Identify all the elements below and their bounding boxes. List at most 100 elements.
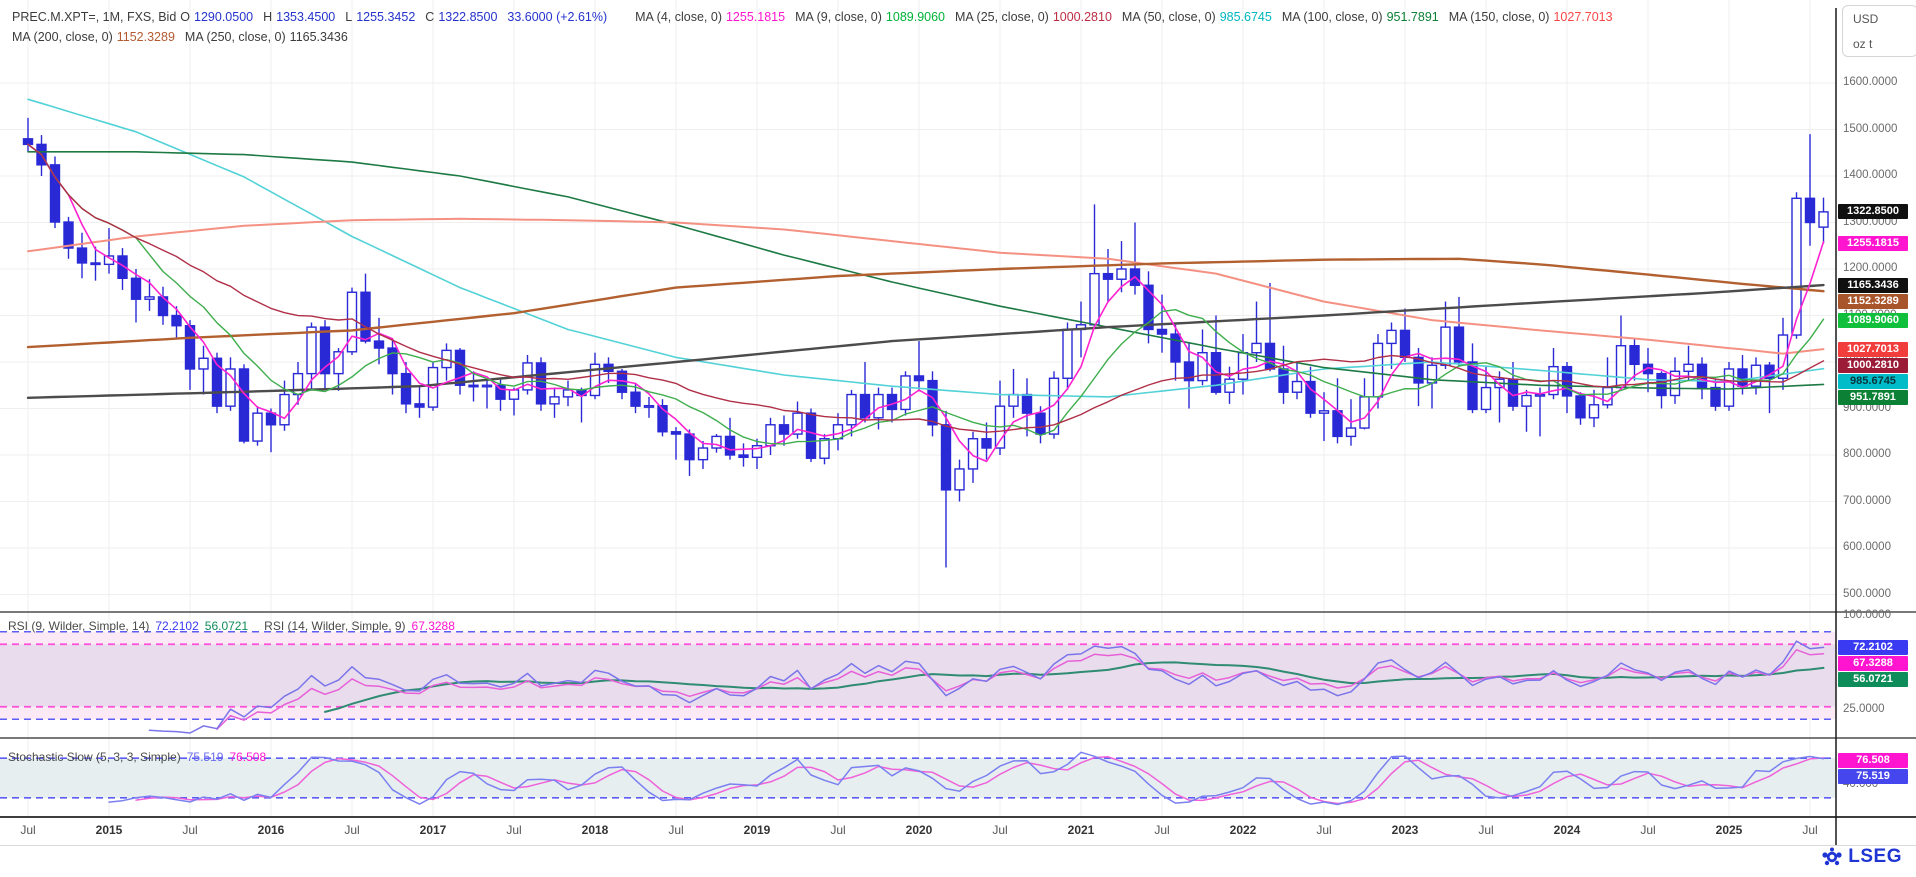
candle (643, 396, 655, 418)
ma100-legend-label[interactable]: MA (100, close, 0) (1281, 10, 1383, 24)
candle (306, 322, 317, 390)
candle (144, 279, 155, 311)
ma50-legend-value: 985.6745 (1219, 10, 1272, 24)
candle (90, 246, 101, 281)
ma100-legend-value: 951.7891 (1386, 10, 1439, 24)
ma200-legend-label[interactable]: MA (200, close, 0) (12, 30, 113, 44)
time-axis-label[interactable]: Jul (1154, 823, 1170, 837)
candle (103, 228, 115, 274)
ma9-legend-label[interactable]: MA (9, close, 0) (795, 10, 882, 24)
candle (1210, 315, 1222, 395)
time-axis-label[interactable]: 2018 (581, 823, 609, 837)
ma50-legend-label[interactable]: MA (50, close, 0) (1121, 10, 1216, 24)
lseg-wordmark: LSEG (1848, 846, 1902, 867)
ma4-legend-label[interactable]: MA (4, close, 0) (635, 10, 722, 24)
high-label: H (263, 10, 273, 24)
price-axis-tick[interactable]: 600.0000 (1843, 541, 1891, 553)
candle (360, 273, 371, 344)
price-axis-tick[interactable]: 1500.0000 (1843, 122, 1898, 135)
low-label: L (345, 10, 353, 24)
price-badge: 1089.9060 (1838, 312, 1908, 328)
axis-unit-currency: USD (1853, 11, 1879, 26)
time-axis-label[interactable]: 2022 (1229, 823, 1257, 837)
price-axis-tick[interactable]: 1200.0000 (1843, 262, 1898, 274)
price-badge: 1152.3289 (1838, 293, 1908, 309)
candle (279, 380, 290, 431)
candle (373, 317, 385, 365)
price-axis-tick[interactable]: 1400.0000 (1843, 169, 1898, 181)
time-axis-label[interactable]: Jul (1478, 823, 1494, 837)
ma25-legend-label[interactable]: MA (25, close, 0) (955, 10, 1049, 24)
candle (454, 348, 466, 395)
indicator-band (0, 631, 1836, 645)
candle (225, 357, 236, 411)
time-axis-label[interactable]: Jul (830, 823, 846, 837)
price-axis-tick[interactable]: 500.0000 (1843, 587, 1891, 600)
legend-bar-row2[interactable]: MA (200, close, 0) 1152.3289 MA (250, clo… (12, 30, 354, 44)
rsi-9-line (148, 640, 1825, 734)
stoch-panel-header[interactable]: Stochastic Slow (5, 3, 3, Simple) 75.519… (8, 750, 266, 764)
candle (1750, 357, 1762, 395)
time-axis-label[interactable]: 2025 (1715, 823, 1743, 837)
ma9-legend-value: 1089.9060 (885, 10, 946, 24)
candle (1008, 368, 1019, 418)
time-axis-label[interactable]: Jul (1316, 823, 1332, 837)
ma250-legend-value: 1165.3436 (289, 30, 348, 44)
rsi-panel-header[interactable]: RSI (9, Wilder, Simple, 14) 72.2102 56.0… (8, 619, 455, 633)
candle (724, 417, 736, 460)
ma150-legend-label[interactable]: MA (150, close, 0) (1448, 10, 1550, 24)
price-axis-tick[interactable]: 700.0000 (1843, 494, 1891, 507)
ma-25-line (27, 143, 1825, 433)
time-axis-label[interactable]: 2017 (419, 823, 447, 837)
candle (1656, 371, 1667, 409)
instrument-title: PREC.M.XPT=, 1M, FXS, Bid (12, 10, 177, 24)
candle (832, 413, 844, 451)
time-axis-label[interactable]: 2023 (1391, 823, 1419, 837)
price-axis-tick[interactable]: 1600.0000 (1843, 76, 1898, 88)
rsi2-title[interactable]: RSI (14, Wilder, Simple, 9) (264, 619, 406, 633)
candle (900, 371, 911, 416)
legend-bar[interactable]: PREC.M.XPT=, 1M, FXS, Bid O 1290.0500 H 13… (12, 10, 1619, 24)
rsi-badge: 56.0721 (1838, 672, 1908, 688)
time-axis-label[interactable]: Jul (506, 823, 522, 837)
time-axis-label[interactable]: 2019 (743, 823, 771, 837)
time-axis-label[interactable]: 2024 (1553, 823, 1581, 837)
candle (76, 232, 88, 279)
time-axis-label[interactable]: Jul (182, 823, 198, 837)
open-label: O (180, 10, 191, 24)
rsi-title[interactable]: RSI (9, Wilder, Simple, 14) (8, 619, 150, 633)
time-axis-label[interactable]: Jul (992, 823, 1008, 837)
candle (1386, 322, 1397, 369)
candle (414, 385, 425, 418)
ma-4-line (27, 143, 1825, 463)
ma-100-line (27, 151, 1825, 390)
stoch-title[interactable]: Stochastic Slow (5, 3, 3, Simple) (8, 750, 181, 764)
candle (292, 362, 304, 405)
price-badge: 1322.8500 (1838, 204, 1908, 220)
open-value: 1290.0500 (194, 10, 254, 24)
time-axis-label[interactable]: Jul (1640, 823, 1656, 837)
time-axis-label[interactable]: 2015 (95, 823, 123, 837)
candle (238, 364, 250, 444)
candle (1575, 392, 1586, 425)
axis-unit-weight: oz t (1853, 36, 1873, 51)
candle (913, 341, 925, 390)
time-axis-label[interactable]: Jul (20, 823, 36, 837)
candle (1710, 378, 1721, 411)
rsi-axis-tick[interactable]: 100.0000 (1843, 609, 1891, 621)
indicator-band (0, 758, 1836, 798)
time-axis-label[interactable]: Jul (344, 823, 360, 837)
time-axis-label[interactable]: Jul (668, 823, 684, 837)
time-axis-label[interactable]: 2021 (1067, 823, 1095, 837)
rsi-axis-tick[interactable]: 25.0000 (1843, 702, 1885, 715)
time-axis-label[interactable]: 2016 (257, 823, 285, 837)
time-axis-label[interactable]: 2020 (905, 823, 933, 837)
ma25-legend-value: 1000.2810 (1052, 10, 1112, 24)
candle (333, 348, 344, 391)
price-axis-tick[interactable]: 800.0000 (1843, 448, 1891, 460)
time-axis-label[interactable]: Jul (1802, 823, 1818, 837)
rsi-value-2: 56.0721 (204, 619, 249, 633)
ma250-legend-label[interactable]: MA (250, close, 0) (184, 30, 286, 44)
